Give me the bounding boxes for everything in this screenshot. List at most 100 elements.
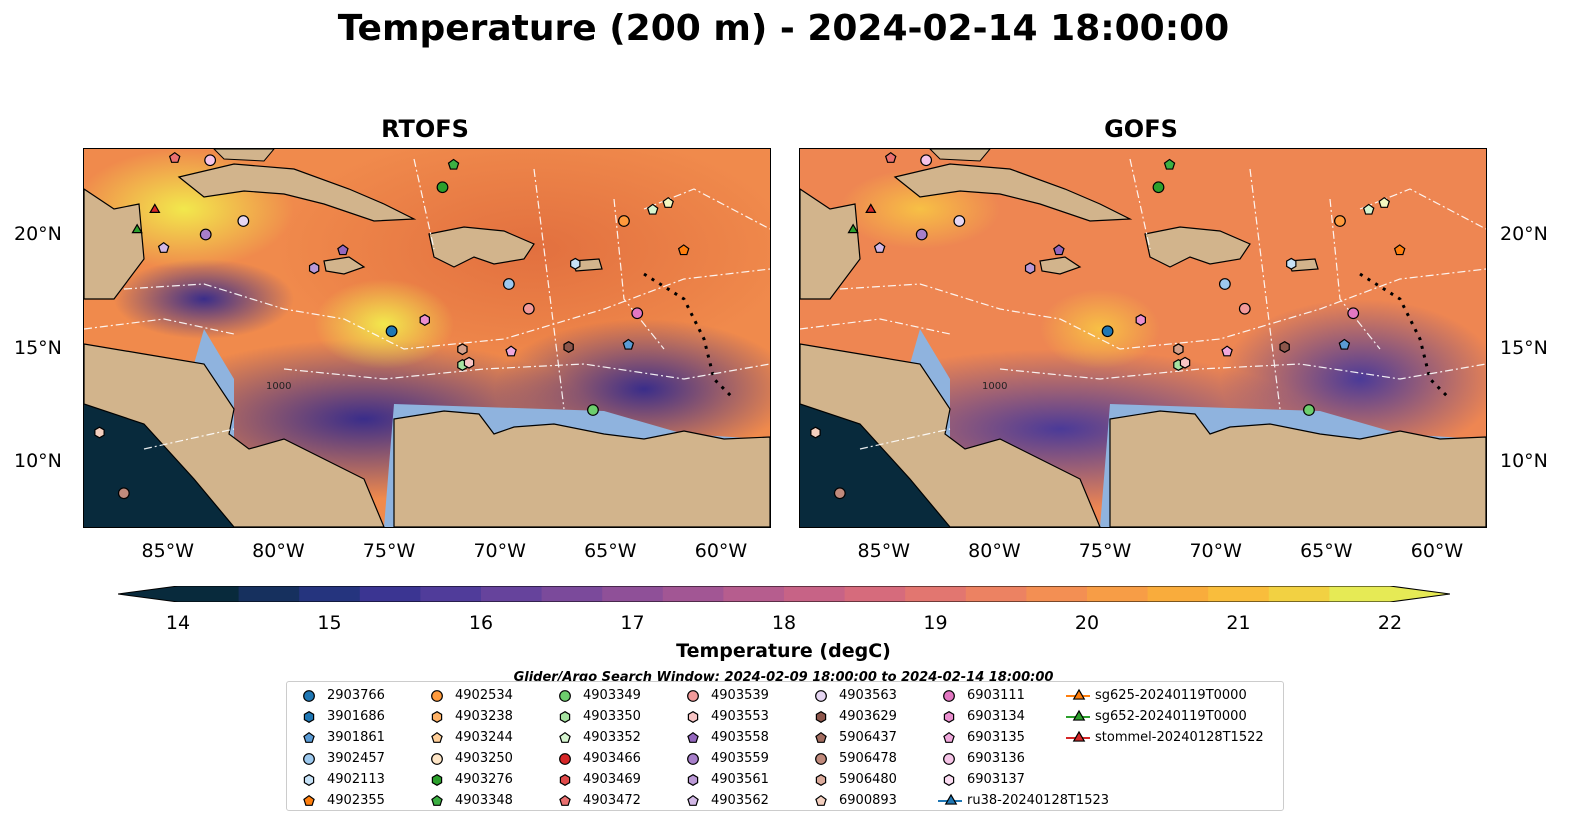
map-gofs[interactable]: 1000 (799, 148, 1487, 528)
float-marker[interactable] (117, 487, 130, 500)
float-marker[interactable] (502, 278, 515, 290)
float-marker[interactable] (419, 313, 430, 327)
float-marker[interactable] (1338, 338, 1351, 350)
float-marker[interactable] (622, 338, 635, 350)
float-marker[interactable] (1286, 257, 1297, 270)
float-marker[interactable] (385, 325, 398, 338)
float-marker[interactable] (662, 196, 674, 208)
legend-label: 6903111 (967, 688, 1025, 703)
float-marker[interactable] (618, 215, 630, 227)
float-marker[interactable] (1218, 278, 1231, 290)
legend-marker-icon (815, 690, 827, 702)
float-marker[interactable] (1163, 158, 1176, 170)
float-marker[interactable] (199, 228, 212, 241)
colorbar-cell (602, 586, 664, 602)
colorbar-cell (420, 586, 482, 602)
float-marker[interactable] (884, 151, 897, 163)
float-marker[interactable] (1238, 302, 1251, 315)
legend-marker-icon (303, 773, 315, 787)
float-marker[interactable] (1135, 313, 1146, 327)
lat-tick-label: 15°N (14, 337, 62, 359)
legend-marker-icon (815, 773, 827, 787)
legend-label: 5906437 (839, 730, 897, 745)
lon-tick-label: 70°W (1189, 540, 1242, 562)
float-marker[interactable] (457, 343, 468, 356)
colorbar-cell (299, 586, 361, 602)
float-marker[interactable] (505, 345, 517, 357)
lon-tick-label: 85°W (857, 540, 910, 562)
legend-marker-icon (431, 690, 443, 702)
float-marker[interactable] (337, 244, 349, 256)
colorbar-cell (1087, 586, 1149, 602)
float-marker[interactable] (1173, 343, 1184, 356)
float-marker[interactable] (1303, 404, 1315, 416)
float-marker[interactable] (570, 257, 581, 270)
colorbar (118, 586, 1450, 602)
float-marker[interactable] (677, 244, 690, 256)
float-marker[interactable] (1221, 345, 1233, 357)
legend-marker-icon (815, 710, 827, 724)
legend-label: 4903466 (583, 751, 641, 766)
float-marker[interactable] (1347, 307, 1360, 320)
legend-label: 4903350 (583, 709, 641, 724)
float-marker[interactable] (1024, 262, 1036, 275)
legend-marker-icon (303, 731, 315, 743)
colorbar-tick-label: 17 (620, 612, 645, 634)
contour-label: 1000 (982, 381, 1007, 392)
float-marker[interactable] (1152, 181, 1165, 194)
float-marker[interactable] (1179, 356, 1191, 369)
colorbar-tick-label: 18 (771, 612, 797, 634)
float-marker[interactable] (810, 426, 821, 439)
legend-label: 5906480 (839, 772, 897, 787)
float-marker[interactable] (436, 181, 449, 194)
colorbar-tick-label: 15 (317, 612, 342, 634)
float-marker[interactable] (1393, 244, 1406, 256)
float-marker[interactable] (873, 241, 886, 253)
float-marker[interactable] (847, 223, 859, 234)
float-marker[interactable] (131, 223, 143, 234)
lat-tick-label: 15°N (1500, 337, 1548, 359)
float-marker[interactable] (1362, 203, 1375, 215)
float-marker[interactable] (587, 404, 599, 416)
map-rtofs[interactable]: 1000 (83, 148, 771, 528)
float-marker[interactable] (1053, 244, 1065, 256)
float-marker[interactable] (563, 340, 574, 354)
float-marker[interactable] (833, 487, 846, 500)
legend-marker-icon (431, 731, 443, 743)
float-marker[interactable] (1101, 325, 1114, 338)
float-marker[interactable] (1279, 340, 1290, 354)
float-marker[interactable] (149, 203, 161, 214)
float-marker[interactable] (953, 215, 966, 227)
lon-tick-label: 60°W (1410, 540, 1464, 562)
lat-tick-label: 10°N (1500, 450, 1548, 472)
contour-label: 1000 (266, 381, 291, 392)
legend-label: 6900893 (839, 793, 897, 808)
float-marker[interactable] (94, 426, 105, 439)
lon-tick-label: 80°W (252, 540, 305, 562)
legend-label: sg652-20240119T0000 (1095, 709, 1247, 724)
float-marker[interactable] (865, 203, 877, 214)
float-marker[interactable] (522, 302, 535, 315)
float-marker[interactable] (237, 215, 250, 227)
float-marker[interactable] (920, 154, 933, 167)
legend-label: 4903469 (583, 772, 641, 787)
colorbar-cell (1147, 586, 1209, 602)
float-marker[interactable] (168, 151, 181, 163)
float-marker[interactable] (447, 158, 460, 170)
float-marker[interactable] (631, 307, 644, 320)
float-marker[interactable] (646, 203, 659, 215)
float-marker[interactable] (157, 241, 170, 253)
float-marker[interactable] (1378, 196, 1390, 208)
map-rtofs-canvas: 1000 (84, 149, 770, 527)
legend-label: 4903563 (839, 688, 897, 703)
float-marker[interactable] (463, 356, 475, 369)
legend-label: 4903539 (711, 688, 769, 703)
float-marker[interactable] (308, 262, 320, 275)
float-marker[interactable] (204, 154, 217, 167)
legend-marker-icon (815, 753, 827, 765)
float-marker[interactable] (1334, 215, 1346, 227)
float-marker[interactable] (915, 228, 928, 241)
lon-tick-label: 65°W (1300, 540, 1353, 562)
colorbar-tick-label: 16 (468, 612, 494, 634)
legend-marker-icon (687, 710, 699, 724)
